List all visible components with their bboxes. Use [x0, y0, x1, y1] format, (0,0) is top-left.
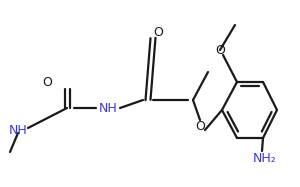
Text: O: O: [153, 25, 163, 39]
Text: NH: NH: [9, 123, 27, 137]
Text: O: O: [195, 120, 205, 134]
Text: O: O: [215, 44, 225, 56]
Text: NH₂: NH₂: [253, 151, 277, 165]
Text: O: O: [42, 76, 52, 88]
Text: NH: NH: [99, 102, 117, 114]
